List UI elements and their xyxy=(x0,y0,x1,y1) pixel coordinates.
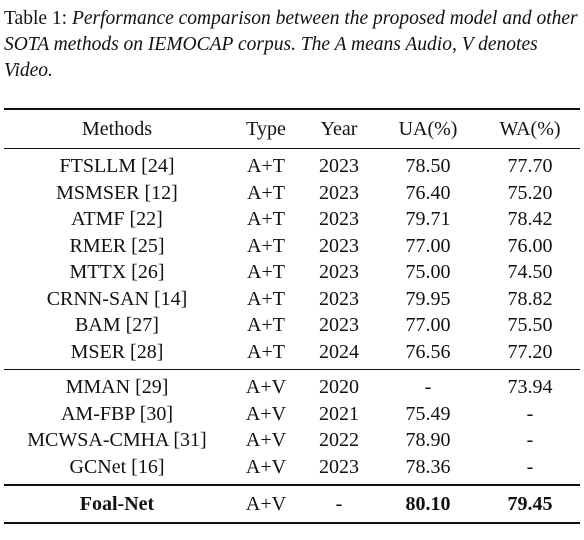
header-row: Methods Type Year UA(%) WA(%) xyxy=(4,108,580,149)
cell-type: A+V xyxy=(245,455,287,478)
cell-method: RMER [25] xyxy=(69,234,165,257)
cell-method: BAM [27] xyxy=(75,314,159,336)
cell-ua: 78.50 xyxy=(405,155,451,177)
group-audio-video: MMAN [29] A+V 2020 - 73.94 AM-FBP [30] A… xyxy=(4,369,580,486)
table-row: MSMSER [12] A+T 2023 76.40 75.20 xyxy=(4,180,580,207)
table-row: MTTX [26] A+T 2023 75.00 74.50 xyxy=(4,259,580,286)
results-table: Methods Type Year UA(%) WA(%) FTSLLM [24… xyxy=(4,108,580,524)
cell-ua-proposed: 80.10 xyxy=(376,484,480,524)
proposed-row: Foal-Net A+V - 80.10 79.45 xyxy=(4,484,580,524)
cell-ua: 79.71 xyxy=(405,208,451,230)
cell-year: 2023 xyxy=(319,208,359,230)
cell-ua: 78.36 xyxy=(405,455,451,478)
table-row: GCNet [16] A+V 2023 78.36 - xyxy=(4,454,580,486)
table-row: AM-FBP [30] A+V 2021 75.49 - xyxy=(4,401,580,428)
cell-method: MMAN [29] xyxy=(4,369,230,401)
cell-method: GCNet [16] xyxy=(69,455,165,478)
cell-method: CRNN-SAN [14] xyxy=(46,287,188,310)
cell-wa: 77.70 xyxy=(507,155,553,177)
cell-year: 2023 xyxy=(319,155,359,177)
cell-ua: 79.95 xyxy=(405,287,451,310)
cell-method: ATMF [22] xyxy=(71,208,163,230)
cell-ua: 75.49 xyxy=(405,402,451,425)
cell-type: A+T xyxy=(247,155,285,177)
group-audio-text: FTSLLM [24] A+T 2023 78.50 77.70 MSMSER … xyxy=(4,149,580,370)
cell-wa: 78.42 xyxy=(507,208,553,230)
caption-text: Performance comparison between the propo… xyxy=(4,8,578,81)
cell-wa: 74.50 xyxy=(507,261,553,283)
cell-type: A+V xyxy=(245,402,287,425)
cell-year: 2023 xyxy=(319,314,359,336)
caption-label: Table 1: xyxy=(4,8,72,29)
cell-wa: 77.20 xyxy=(507,340,553,363)
cell-type: A+T xyxy=(247,340,285,363)
header-year: Year xyxy=(302,108,376,149)
table-row: CRNN-SAN [14] A+T 2023 79.95 78.82 xyxy=(4,286,580,313)
cell-type: A+V xyxy=(245,429,287,451)
cell-year-proposed: - xyxy=(302,484,376,524)
cell-method: MSMSER [12] xyxy=(56,181,178,204)
cell-year: 2023 xyxy=(319,261,359,283)
cell-wa: 75.50 xyxy=(507,314,553,336)
table-row: MSER [28] A+T 2024 76.56 77.20 xyxy=(4,339,580,370)
header-wa: WA(%) xyxy=(480,108,580,149)
results-table-container: Methods Type Year UA(%) WA(%) FTSLLM [24… xyxy=(4,108,580,524)
table-row: BAM [27] A+T 2023 77.00 75.50 xyxy=(4,312,580,339)
cell-method: FTSLLM [24] xyxy=(59,155,175,177)
group-proposed: Foal-Net A+V - 80.10 79.45 xyxy=(4,484,580,524)
cell-ua: - xyxy=(376,369,480,401)
cell-ua: 75.00 xyxy=(405,261,451,283)
cell-type: A+T xyxy=(247,234,285,257)
cell-wa: - xyxy=(526,429,534,451)
table-row: ATMF [22] A+T 2023 79.71 78.42 xyxy=(4,206,580,233)
cell-ua: 76.56 xyxy=(405,340,451,363)
table-row: FTSLLM [24] A+T 2023 78.50 77.70 xyxy=(4,149,580,180)
cell-year: 2024 xyxy=(319,340,359,363)
cell-ua: 78.90 xyxy=(405,429,451,451)
cell-type: A+T xyxy=(247,261,285,283)
cell-ua: 77.00 xyxy=(405,314,451,336)
cell-ua: 77.00 xyxy=(405,234,451,257)
table-row: MCWSA-CMHA [31] A+V 2022 78.90 - xyxy=(4,427,580,454)
cell-year: 2021 xyxy=(319,402,359,425)
header-methods: Methods xyxy=(4,108,230,149)
table-row: RMER [25] A+T 2023 77.00 76.00 xyxy=(4,233,580,260)
cell-year: 2023 xyxy=(319,287,359,310)
cell-wa-proposed: 79.45 xyxy=(480,484,580,524)
cell-method: MTTX [26] xyxy=(69,261,165,283)
cell-wa: 78.82 xyxy=(507,287,553,310)
cell-year: 2023 xyxy=(319,234,359,257)
cell-year: 2022 xyxy=(319,429,359,451)
cell-type: A+T xyxy=(247,208,285,230)
table-row: MMAN [29] A+V 2020 - 73.94 xyxy=(4,369,580,401)
cell-method: MCWSA-CMHA [31] xyxy=(27,429,207,451)
header-ua: UA(%) xyxy=(376,108,480,149)
cell-year: 2023 xyxy=(319,181,359,204)
cell-type: A+T xyxy=(247,287,285,310)
cell-year: 2023 xyxy=(319,455,359,478)
cell-type-proposed: A+V xyxy=(230,484,302,524)
cell-type: A+T xyxy=(247,314,285,336)
cell-ua: 76.40 xyxy=(405,181,451,204)
cell-wa: - xyxy=(526,455,534,478)
cell-method: MSER [28] xyxy=(70,340,164,363)
cell-method-proposed: Foal-Net xyxy=(4,484,230,524)
cell-wa: - xyxy=(526,402,534,425)
table-caption: Table 1: Performance comparison between … xyxy=(4,6,582,84)
cell-method: AM-FBP [30] xyxy=(60,402,174,425)
cell-wa: 73.94 xyxy=(480,369,580,401)
cell-wa: 75.20 xyxy=(507,181,553,204)
cell-type: A+T xyxy=(247,181,285,204)
cell-type: A+V xyxy=(230,369,302,401)
cell-year: 2020 xyxy=(302,369,376,401)
cell-wa: 76.00 xyxy=(507,234,553,257)
header-type: Type xyxy=(230,108,302,149)
